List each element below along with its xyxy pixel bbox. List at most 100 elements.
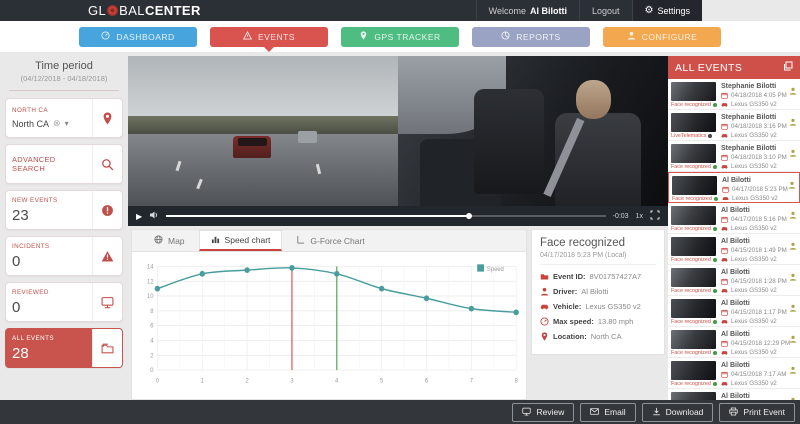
svg-text:14: 14 xyxy=(147,264,154,270)
road-treeline xyxy=(128,116,398,134)
export-events-icon[interactable] xyxy=(783,61,793,74)
dashcam-video-player[interactable] xyxy=(128,56,668,206)
event-list-item[interactable]: Face recognized Al Bilotti 04/17/2018 5:… xyxy=(668,172,800,203)
event-vehicle: Lexus GS350 v2 xyxy=(731,101,777,107)
events-warning-icon xyxy=(242,30,253,42)
event-list-item[interactable]: Face recognized Al Bilotti 04/15/2018 12… xyxy=(668,327,800,358)
event-list-item[interactable]: Face recognized Al Bilotti 04/17/2018 5:… xyxy=(668,203,800,234)
event-list-item[interactable]: Face recognized Stephanie Bilotti 04/18/… xyxy=(668,79,800,110)
cabin-view-video[interactable] xyxy=(398,56,668,206)
welcome-prefix: Welcome xyxy=(488,5,526,16)
event-list-item[interactable]: Al Bilotti xyxy=(668,389,800,400)
nav-gps-tracker-button[interactable]: GPS TRACKER xyxy=(341,26,459,47)
volume-icon[interactable] xyxy=(149,207,159,225)
event-user-icon[interactable] xyxy=(789,144,797,162)
counter-label: INCIDENTS xyxy=(12,242,50,250)
event-tag-status-icon xyxy=(713,197,718,201)
nav-configure-button[interactable]: CONFIGURE xyxy=(603,26,721,47)
driver-icon xyxy=(540,287,549,296)
reports-pie-icon xyxy=(501,31,510,42)
event-list-item[interactable]: Face recognized Stephanie Bilotti 04/18/… xyxy=(668,141,800,172)
counter-card-all-events[interactable]: ALL EVENTS 28 xyxy=(5,328,123,368)
event-list-item[interactable]: Face recognized Al Bilotti 04/15/2018 1:… xyxy=(668,265,800,296)
svg-text:6: 6 xyxy=(425,378,429,384)
event-user-icon[interactable] xyxy=(788,176,796,194)
tab-speed-chart[interactable]: Speed chart xyxy=(198,230,283,251)
nav-events-button[interactable]: EVENTS xyxy=(210,26,328,52)
event-driver-name: Al Bilotti xyxy=(721,362,750,369)
event-tag-status-icon xyxy=(712,227,717,231)
playback-rate-button[interactable]: 1x xyxy=(635,212,643,220)
event-datetime: 04/17/2018 5:23 PM xyxy=(732,186,788,193)
fullscreen-icon[interactable] xyxy=(650,207,660,225)
seek-bar[interactable] xyxy=(166,213,606,219)
event-vehicle: Lexus GS350 v2 xyxy=(731,318,777,324)
event-user-icon[interactable] xyxy=(789,361,797,379)
clear-selection-icon[interactable]: ⊗ xyxy=(53,118,61,128)
configure-person-icon xyxy=(627,31,636,42)
car-icon xyxy=(721,165,728,169)
calendar-icon xyxy=(721,247,728,254)
event-user-icon[interactable] xyxy=(789,299,797,317)
event-datetime: 04/15/2018 12:29 PM xyxy=(731,340,791,347)
gray-car xyxy=(298,131,317,143)
event-user-icon[interactable] xyxy=(789,268,797,286)
all-events-panel: ALL EVENTS Face recognized Stephanie Bil… xyxy=(668,52,800,400)
car-icon xyxy=(721,289,728,293)
red-car xyxy=(233,135,272,158)
road-view-video[interactable] xyxy=(128,56,398,206)
event-list-item[interactable]: Face recognized Al Bilotti 04/15/2018 1:… xyxy=(668,296,800,327)
speedometer-icon xyxy=(540,317,549,326)
event-list-item[interactable]: LiveTelematics Stephanie Bilotti 04/18/2… xyxy=(668,110,800,141)
location-pin-icon xyxy=(541,332,548,341)
svg-text:3: 3 xyxy=(290,378,294,384)
location-select[interactable]: North CA ⊗ ▾ xyxy=(12,118,86,129)
advanced-search-card[interactable]: ADVANCED SEARCH xyxy=(5,144,123,184)
email-icon xyxy=(590,407,600,418)
nav-dashboard-button[interactable]: DASHBOARD xyxy=(79,26,197,47)
review-button[interactable]: Review xyxy=(512,402,575,422)
tab-map[interactable]: Map xyxy=(142,230,197,251)
print-event-button[interactable]: Print Event xyxy=(719,402,795,422)
chevron-down-icon[interactable]: ▾ xyxy=(64,119,69,128)
event-tag-label: Face recognized xyxy=(671,102,711,108)
review-icon xyxy=(522,407,532,418)
counter-card-incidents[interactable]: INCIDENTS 0 xyxy=(5,236,123,276)
event-user-icon[interactable] xyxy=(789,330,797,348)
sidebar-divider xyxy=(9,90,119,91)
event-user-icon[interactable] xyxy=(789,392,797,400)
event-user-icon[interactable] xyxy=(789,82,797,100)
video-controls: ▶ -0:03 1x xyxy=(128,206,668,226)
svg-text:1: 1 xyxy=(201,378,205,384)
event-thumbnail xyxy=(671,82,716,101)
calendar-icon xyxy=(722,186,729,193)
logout-link[interactable]: Logout xyxy=(578,0,632,21)
counter-card-new-events[interactable]: NEW EVENTS 23 xyxy=(5,190,123,230)
left-sidebar: Time period (04/12/2018 - 04/18/2018) NO… xyxy=(0,52,128,400)
event-list-item[interactable]: Face recognized Al Bilotti 04/15/2018 1:… xyxy=(668,234,800,265)
counter-card-reviewed[interactable]: REVIEWED 0 xyxy=(5,282,123,322)
event-user-icon[interactable] xyxy=(789,113,797,131)
event-user-icon[interactable] xyxy=(789,237,797,255)
event-tag-label: LiveTelematics xyxy=(671,133,707,139)
event-list-item[interactable]: Face recognized Al Bilotti 04/15/2018 7:… xyxy=(668,358,800,389)
car-icon xyxy=(721,258,728,262)
advanced-search-label: ADVANCED SEARCH xyxy=(12,155,56,173)
car-icon xyxy=(722,197,729,200)
svg-text:2: 2 xyxy=(245,378,249,384)
event-driver-name: Al Bilotti xyxy=(721,269,750,276)
map-pin-button[interactable] xyxy=(92,99,122,137)
folder-icon xyxy=(540,274,549,280)
event-user-icon[interactable] xyxy=(789,206,797,224)
driver-face xyxy=(576,80,612,119)
settings-link[interactable]: ⚙ Settings xyxy=(631,0,702,21)
download-button[interactable]: Download xyxy=(641,402,714,422)
detail-event-id-row: Event ID 8V01757427A7 xyxy=(540,272,656,281)
seek-handle[interactable] xyxy=(466,213,473,219)
play-button[interactable]: ▶ xyxy=(136,211,143,221)
nav-reports-button[interactable]: REPORTS xyxy=(472,26,590,47)
event-tag-status-icon xyxy=(708,134,713,138)
email-button[interactable]: Email xyxy=(580,402,636,422)
tab-g-force-chart[interactable]: G-Force Chart xyxy=(284,230,376,251)
